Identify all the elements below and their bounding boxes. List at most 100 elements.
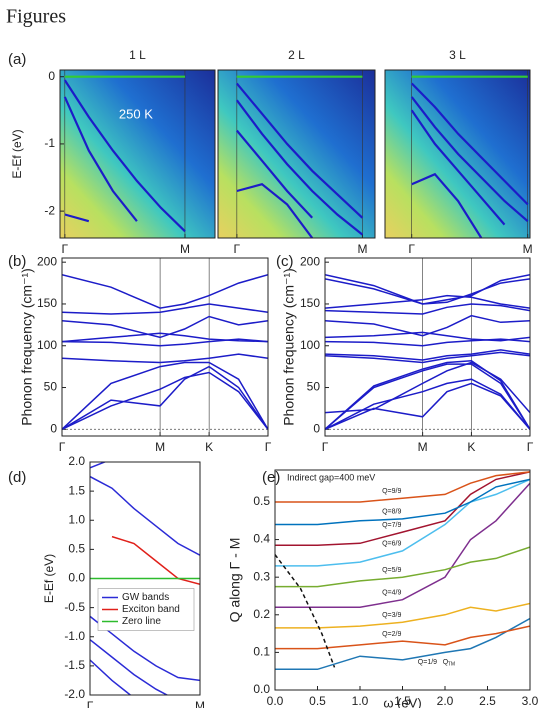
- series-label: Q=4/9: [382, 590, 401, 597]
- series-line: [62, 365, 268, 430]
- series-line: [275, 617, 530, 671]
- series-label: Q=9/9: [382, 488, 401, 495]
- q-tm-sub: TM: [448, 662, 455, 668]
- frame: [384, 69, 531, 239]
- series-line: [62, 338, 268, 347]
- x-tick-label: M: [155, 440, 165, 454]
- frame: [324, 257, 531, 437]
- series-line: [325, 360, 530, 430]
- x-tick-label: 2.0: [437, 694, 454, 708]
- y-tick-label: 0.0: [68, 571, 85, 585]
- series-line: [325, 351, 530, 364]
- y-tick-label: 0.1: [253, 645, 270, 659]
- frame: [274, 469, 531, 691]
- panel-title: 2 L: [288, 48, 305, 62]
- y-axis-label: Q along Γ - M: [227, 538, 243, 623]
- heatmap: [60, 70, 215, 238]
- series-group: [275, 471, 530, 671]
- series-line: [275, 546, 530, 588]
- y-tick-label: 0: [50, 421, 57, 435]
- series-line: [275, 471, 530, 546]
- y-tick-label: 0.0: [253, 682, 270, 696]
- series-line: [62, 371, 268, 430]
- y-tick-label: 1.0: [68, 512, 85, 526]
- y-axis-label: E-Ef (eV): [10, 129, 24, 178]
- q-tm: Q: [443, 659, 449, 666]
- legend-label: Zero line: [122, 616, 161, 627]
- series-label: Q=1/9: [418, 659, 437, 666]
- panel-label: (c): [276, 253, 294, 270]
- series-label: Q=5/9: [382, 567, 401, 574]
- series-label: Q=3/9: [382, 612, 401, 619]
- panel-label: (a): [8, 51, 26, 68]
- y-tick-label: 0: [48, 69, 55, 83]
- x-tick-label: Γ: [527, 440, 534, 454]
- y-tick-label: 0.3: [253, 569, 270, 583]
- y-tick-label: -2.0: [64, 687, 85, 701]
- x-tick-label: M: [418, 440, 428, 454]
- series-line: [62, 353, 268, 364]
- series-line: [90, 462, 200, 695]
- y-tick-label: 0.2: [253, 607, 270, 621]
- y-tick-label: 150: [300, 296, 320, 310]
- x-tick-label: M: [195, 699, 205, 708]
- x-tick-label: K: [467, 440, 475, 454]
- y-tick-label: 0.5: [68, 542, 85, 556]
- series-line: [275, 478, 530, 567]
- y-tick-label: -1: [44, 136, 55, 150]
- y-axis-label: Phonon frequency (cm⁻¹): [281, 268, 297, 426]
- series-line: [62, 361, 268, 430]
- series-label: Q=7/9: [382, 522, 401, 529]
- x-tick-label: Γ: [59, 440, 66, 454]
- annotation: 250 K: [119, 106, 153, 121]
- x-tick-label: Γ: [408, 242, 415, 256]
- series-line: [325, 331, 530, 342]
- y-tick-label: 0.5: [253, 494, 270, 508]
- x-tick-label: Γ: [87, 699, 94, 708]
- series-line: [275, 471, 530, 503]
- x-tick-label: M: [357, 242, 367, 256]
- x-tick-label: 1.5: [394, 694, 411, 708]
- series-line: [325, 294, 530, 309]
- y-tick-label: -1.0: [64, 629, 85, 643]
- x-tick-label: M: [180, 242, 190, 256]
- frame: [61, 257, 269, 437]
- series-line: [325, 382, 530, 430]
- legend-label: Exciton band: [122, 604, 180, 615]
- series-line: [325, 363, 530, 430]
- series-line: [62, 315, 268, 339]
- series-line: [275, 554, 336, 668]
- y-axis-label: E-Ef (eV): [42, 554, 56, 603]
- legend-label: GW bands: [122, 592, 169, 603]
- y-tick-label: 100: [37, 338, 57, 352]
- series-line: [275, 478, 530, 526]
- series-line: [62, 332, 268, 343]
- y-tick-label: 0.4: [253, 532, 270, 546]
- panel-label: (b): [8, 253, 26, 270]
- frame: [89, 461, 201, 696]
- x-tick-label: 3.0: [522, 694, 539, 708]
- series-line: [63, 96, 138, 222]
- series-line: [275, 625, 530, 650]
- page-title: Figures: [6, 6, 66, 28]
- x-tick-label: Γ: [62, 242, 69, 256]
- series-label: Q=8/9: [382, 509, 401, 516]
- series-group: [62, 273, 268, 430]
- series-line: [235, 82, 364, 219]
- y-axis-label: Phonon frequency (cm⁻¹): [19, 268, 35, 426]
- y-tick-label: 1.5: [68, 483, 85, 497]
- y-tick-label: 200: [300, 254, 320, 268]
- series-label: Q=2/9: [382, 631, 401, 638]
- series-line: [325, 278, 530, 305]
- y-tick-label: -0.5: [64, 600, 85, 614]
- series-line: [410, 109, 506, 226]
- annotation: Indirect gap=400 meV: [287, 472, 375, 482]
- x-tick-label: 0.0: [267, 694, 284, 708]
- series-line: [410, 96, 529, 223]
- panel-title: 1 L: [129, 48, 146, 62]
- series-line: [325, 378, 530, 430]
- x-tick-label: K: [205, 440, 213, 454]
- y-tick-label: -2: [44, 203, 55, 217]
- y-tick-label: 100: [300, 338, 320, 352]
